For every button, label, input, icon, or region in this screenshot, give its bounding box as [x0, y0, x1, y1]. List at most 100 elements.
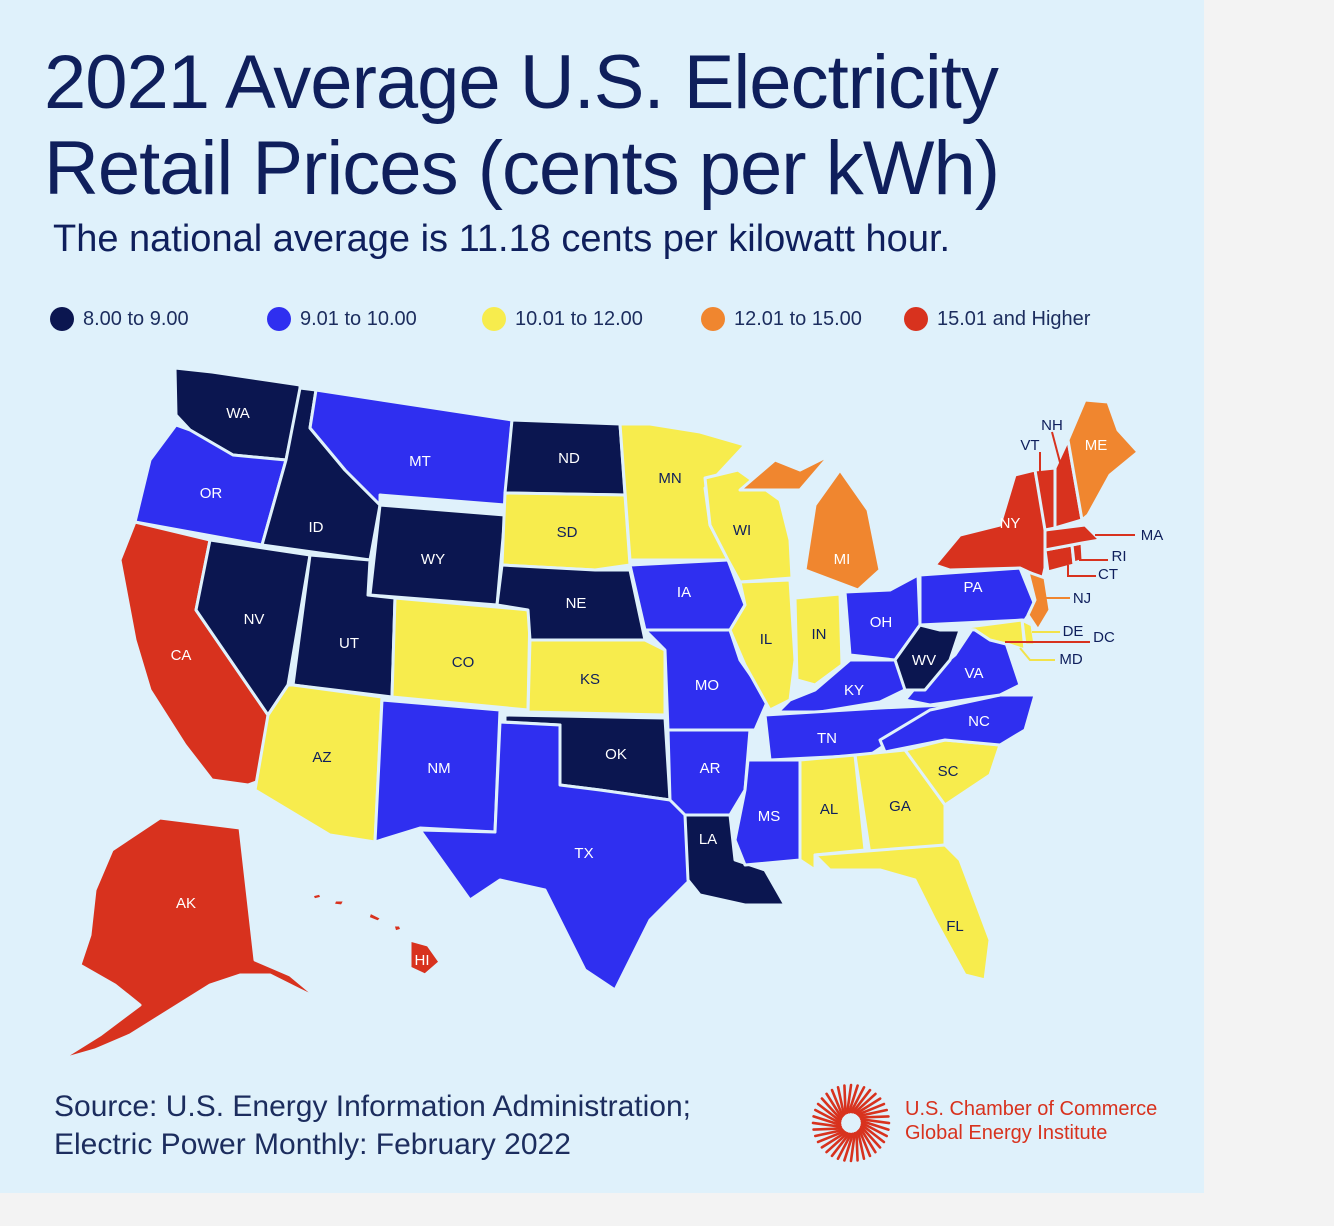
- us-map: WA OR CA ID NV MT WY UT AZ CO NM ND SD N…: [58, 366, 1164, 1062]
- legend: 8.00 to 9.00 9.01 to 10.00 10.01 to 12.0…: [0, 303, 1204, 339]
- logo-ray: [816, 1102, 842, 1123]
- label-ne: NE: [566, 595, 587, 612]
- state-nj: [1026, 570, 1052, 632]
- label-me: ME: [1085, 437, 1108, 454]
- logo-ray: [812, 1115, 842, 1127]
- label-oh: OH: [870, 614, 893, 631]
- logo-ray: [820, 1097, 842, 1121]
- org-line-1: U.S. Chamber of Commerce: [905, 1098, 1158, 1120]
- state-fl: [813, 843, 992, 982]
- label-wv: WV: [912, 652, 936, 669]
- label-mn: MN: [658, 470, 681, 487]
- legend-item-1: 8.00 to 9.00: [50, 307, 189, 331]
- state-la: [683, 813, 787, 907]
- legend-label-3: 10.01 to 12.00: [515, 307, 643, 330]
- label-tx: TX: [574, 845, 593, 862]
- leader-ct: [1067, 565, 1096, 577]
- logo-ray: [855, 1131, 859, 1162]
- leader-nh: [1051, 431, 1063, 471]
- state-tx: [418, 720, 692, 992]
- org-line-2: Global Energy Institute: [905, 1122, 1108, 1144]
- logo-ray: [820, 1131, 847, 1149]
- label-or: OR: [200, 485, 223, 502]
- state-pa: [918, 566, 1037, 627]
- legend-item-3: 10.01 to 12.00: [482, 307, 643, 331]
- state-va: [903, 623, 1022, 707]
- logo-ray: [849, 1086, 866, 1114]
- logo-ray: [860, 1119, 890, 1131]
- label-in: IN: [812, 626, 827, 643]
- logo-ray: [811, 1121, 842, 1129]
- logo-ray: [843, 1132, 855, 1162]
- label-va: VA: [965, 665, 984, 682]
- logo-ray: [825, 1132, 849, 1154]
- label-de: DE: [1063, 623, 1084, 640]
- legend-swatch-1: [50, 307, 74, 331]
- logo-ray: [825, 1092, 843, 1119]
- label-nm: NM: [427, 760, 450, 777]
- logo-ray: [858, 1128, 872, 1158]
- legend-swatch-4: [701, 307, 725, 331]
- logo-ray: [856, 1130, 866, 1161]
- legend-swatch-5: [904, 307, 928, 331]
- logo-ray: [847, 1084, 859, 1114]
- logo-ray: [851, 1088, 872, 1114]
- state-ak: [58, 816, 327, 1062]
- legend-item-5: 15.01 and Higher: [904, 307, 1090, 331]
- label-ny: NY: [1000, 515, 1021, 532]
- infographic-card: 2021 Average U.S. Electricity Retail Pri…: [0, 0, 1204, 1193]
- state-il: [728, 578, 797, 712]
- logo-ray: [860, 1117, 891, 1125]
- logo-ray: [813, 1128, 844, 1138]
- label-fl: FL: [946, 918, 964, 935]
- logo-ray: [855, 1097, 882, 1115]
- label-ky: KY: [844, 682, 864, 699]
- state-me: [1066, 398, 1140, 522]
- label-nh: NH: [1041, 417, 1063, 434]
- logo-ray: [856, 1102, 886, 1116]
- map-title: 2021 Average U.S. Electricity Retail Pri…: [44, 40, 1044, 212]
- legend-label-4: 12.01 to 15.00: [734, 307, 862, 330]
- logo-ray: [853, 1092, 877, 1114]
- organization-name: U.S. Chamber of Commerce Global Energy I…: [905, 1097, 1157, 1145]
- state-sd: [500, 491, 632, 572]
- logo-ray: [843, 1084, 847, 1115]
- label-co: CO: [452, 654, 475, 671]
- label-il: IL: [760, 631, 773, 648]
- label-vt: VT: [1020, 437, 1039, 454]
- logo-ray: [860, 1123, 886, 1144]
- label-sc: SC: [938, 763, 959, 780]
- label-md: MD: [1059, 651, 1082, 668]
- label-ma: MA: [1141, 527, 1164, 544]
- logo-ray: [860, 1125, 882, 1149]
- label-hi: HI: [415, 952, 430, 969]
- label-ct: CT: [1098, 566, 1118, 583]
- legend-item-2: 9.01 to 10.00: [267, 307, 417, 331]
- source-line-1: Source: U.S. Energy Information Administ…: [54, 1090, 691, 1123]
- leader-md: [1019, 647, 1055, 661]
- label-ia: IA: [677, 584, 691, 601]
- logo-ray: [859, 1115, 890, 1119]
- label-al: AL: [820, 801, 838, 818]
- label-pa: PA: [964, 579, 983, 596]
- leader-ri: [1079, 555, 1108, 561]
- label-mi: MI: [834, 551, 851, 568]
- label-ri: RI: [1112, 548, 1127, 565]
- label-mo: MO: [695, 677, 719, 694]
- legend-swatch-3: [482, 307, 506, 331]
- label-id: ID: [309, 519, 324, 536]
- logo-ray: [830, 1088, 844, 1118]
- source-note: Source: U.S. Energy Information Administ…: [54, 1088, 691, 1164]
- state-in: [793, 592, 844, 687]
- logo-ray: [836, 1132, 853, 1160]
- logo-ray: [845, 1083, 853, 1114]
- sunburst-logo-icon: [811, 1083, 891, 1163]
- state-ma: [1043, 523, 1102, 552]
- title-line-2: Retail Prices (cents per kWh): [44, 126, 1000, 211]
- label-az: AZ: [312, 749, 331, 766]
- label-sd: SD: [557, 524, 578, 541]
- logo-center: [842, 1114, 860, 1132]
- label-nd: ND: [558, 450, 580, 467]
- logo-ray: [859, 1127, 877, 1154]
- state-hi: [310, 891, 442, 977]
